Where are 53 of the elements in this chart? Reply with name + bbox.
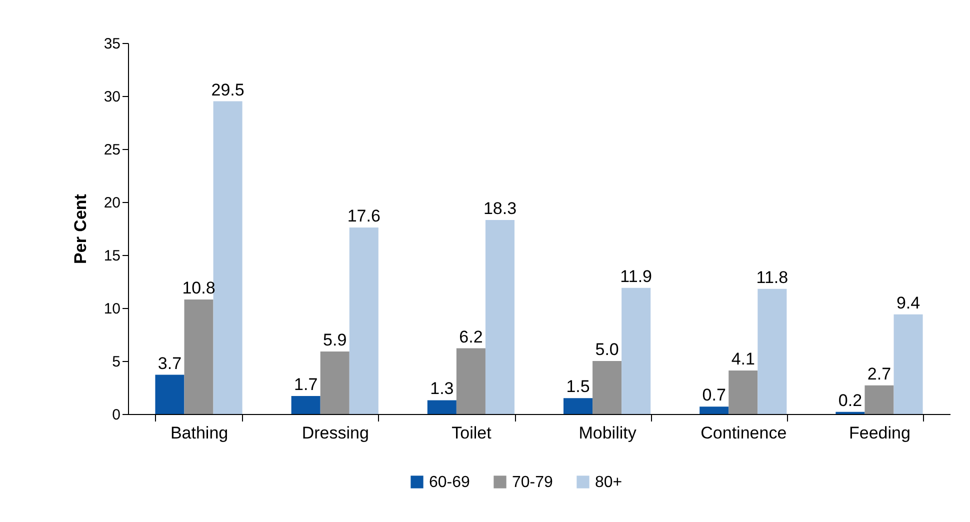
x-tick-label: Continence [700,424,787,442]
y-tick-label: 25 [104,142,120,158]
data-label: 11.8 [756,268,788,287]
bar [622,288,651,414]
bar [184,300,214,414]
data-label: 17.6 [347,206,380,226]
y-axis-title: Per Cent [70,194,90,264]
bar [155,374,184,414]
y-tick-label: 35 [104,36,120,52]
bar [485,220,515,414]
y-tick-label: 5 [112,354,120,370]
x-tick-label: Toilet [452,424,492,442]
bar [758,288,787,414]
bar [427,400,456,414]
data-label: 1.3 [430,379,454,398]
data-label: 0.2 [838,390,862,410]
data-label: 18.3 [483,199,517,218]
data-label: 4.1 [731,350,755,369]
y-tick-label: 20 [104,194,120,212]
data-label: 9.4 [896,293,920,312]
bar [700,406,729,414]
data-label: 29.5 [211,80,244,100]
data-label: 1.7 [294,374,318,394]
data-label: 0.7 [702,386,726,405]
y-tick-label: 15 [104,248,120,264]
data-label: 6.2 [459,327,483,346]
bar [864,385,894,414]
bar [291,396,320,414]
bar [592,361,622,414]
data-label: 1.5 [566,377,590,396]
data-label: 11.9 [620,266,652,286]
bar [320,351,350,414]
bar [213,101,242,414]
bar [456,348,486,414]
data-label: 5.9 [323,330,347,350]
legend-label: 60-69 [429,474,470,491]
y-tick-label: 10 [104,300,120,318]
data-label: 3.7 [158,354,182,373]
data-label: 5.0 [595,340,619,359]
legend-label: 70-79 [512,474,554,491]
bar [728,370,758,414]
data-label: 10.8 [182,278,216,298]
y-tick-label: 0 [112,406,120,424]
x-tick-label: Dressing [302,424,369,442]
x-tick-label: Mobility [578,424,637,442]
bar [563,398,593,414]
data-label: 2.7 [867,364,892,384]
legend-label: 80+ [595,474,622,491]
bar [349,227,378,414]
bar [894,314,923,414]
x-tick-label: Feeding [849,424,910,442]
x-tick-label: Bathing [170,424,228,442]
y-tick-label: 30 [104,88,120,106]
